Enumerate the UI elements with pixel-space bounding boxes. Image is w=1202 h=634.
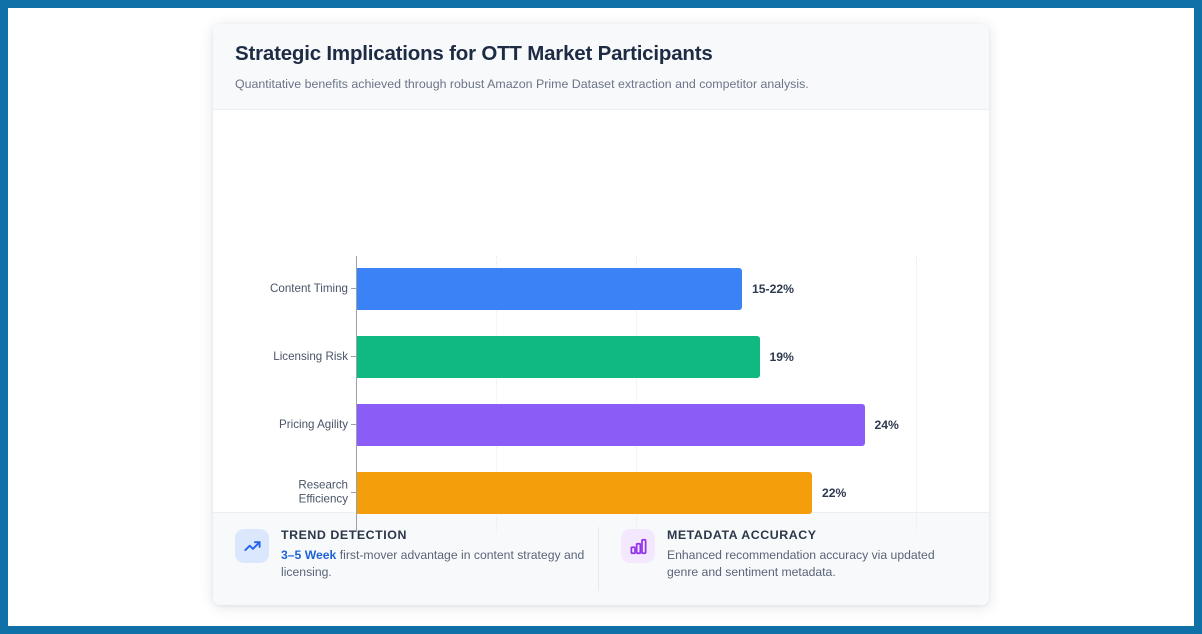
chart-bar[interactable]: [357, 472, 812, 514]
insight-title: METADATA ACCURACY: [667, 528, 817, 542]
chart-gridline: [496, 256, 497, 532]
chart-category-label: Content Timing: [270, 281, 348, 295]
chart-bar[interactable]: [357, 268, 742, 310]
chart-bar-row[interactable]: Pricing Agility 24%: [213, 392, 989, 458]
insight-card-metadata-accuracy: METADATA ACCURACY Enhanced recommendatio…: [598, 527, 969, 591]
bar-chart-plot: Content Timing 15-22% Licensing Risk 19% Pri…: [213, 110, 989, 532]
chart-bar-row[interactable]: Research Efficiency 22%: [213, 460, 989, 526]
chart-gridline: [916, 256, 917, 532]
insight-title: TREND DETECTION: [281, 528, 407, 542]
insight-body: Enhanced recommendation accuracy via upd…: [667, 548, 935, 580]
page-subtitle: Quantitative benefits achieved through r…: [235, 76, 809, 91]
axis-tick: [351, 288, 357, 289]
axis-tick: [351, 424, 357, 425]
trending-up-icon: [235, 529, 269, 563]
chart-bar[interactable]: [357, 336, 760, 378]
page-title: Strategic Implications for OTT Market Pa…: [235, 42, 713, 65]
card-header: Strategic Implications for OTT Market Pa…: [213, 24, 989, 110]
y-axis-line: [356, 256, 357, 532]
bar-chart-icon: [621, 529, 655, 563]
chart-bar-value-label: 22%: [822, 486, 847, 500]
chart-bar-row[interactable]: Licensing Risk 19%: [213, 324, 989, 390]
insights-footer: TREND DETECTION 3–5 Week first-mover adv…: [213, 512, 989, 605]
chart-category-label: Licensing Risk: [273, 349, 348, 363]
chart-bar[interactable]: [357, 404, 865, 446]
axis-tick: [351, 492, 357, 493]
insight-text: TREND DETECTION 3–5 Week first-mover adv…: [281, 527, 588, 591]
insight-text: METADATA ACCURACY Enhanced recommendatio…: [667, 527, 959, 591]
chart-category-label: Research Efficiency: [298, 478, 348, 506]
insight-highlight: 3–5 Week: [281, 548, 337, 562]
insight-body-text: first-mover advantage in content strateg…: [281, 548, 585, 580]
insight-body: 3–5 Week first-mover advantage in conten…: [281, 547, 588, 582]
chart-bar-row[interactable]: Content Timing 15-22%: [213, 256, 989, 322]
insight-card-trend-detection: TREND DETECTION 3–5 Week first-mover adv…: [227, 527, 598, 591]
chart-gridline: [636, 256, 637, 532]
chart-bar-value-label: 24%: [874, 418, 899, 432]
chart-region: Content Timing 15-22% Licensing Risk 19% Pri…: [213, 110, 989, 532]
axis-tick: [351, 356, 357, 357]
chart-card: Strategic Implications for OTT Market Pa…: [213, 24, 989, 605]
chart-bar-value-label: 19%: [769, 350, 794, 364]
chart-category-label: Pricing Agility: [279, 417, 348, 431]
chart-bar-value-label: 15-22%: [752, 282, 795, 296]
